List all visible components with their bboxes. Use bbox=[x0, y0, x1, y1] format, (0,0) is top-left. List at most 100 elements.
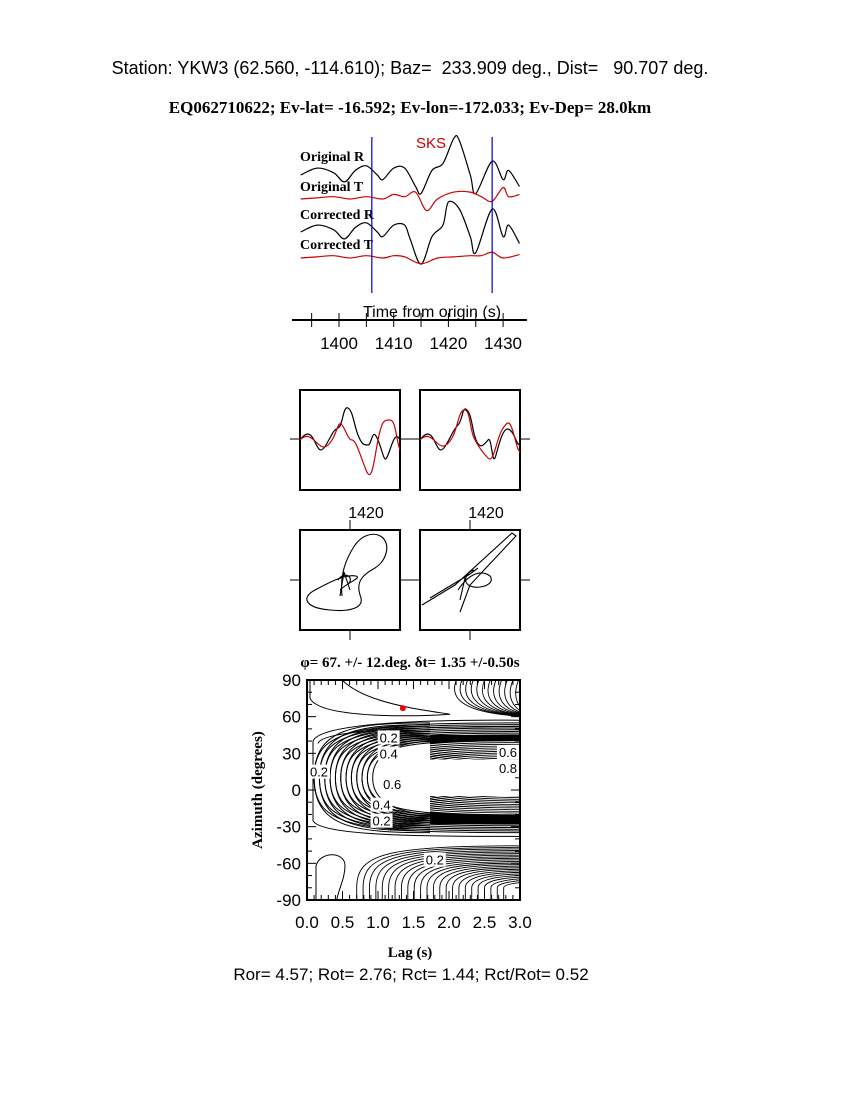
contour-line bbox=[309, 680, 451, 717]
contour-line bbox=[477, 875, 520, 900]
time-tick-label: 1430 bbox=[484, 334, 522, 353]
contour-line bbox=[372, 741, 431, 815]
radial-window-trace bbox=[299, 407, 401, 460]
contour-line bbox=[515, 680, 520, 708]
contour-line bbox=[458, 870, 520, 900]
contour-line bbox=[487, 680, 520, 715]
contour-line bbox=[490, 878, 520, 900]
y-tick-label: 0 bbox=[292, 781, 301, 800]
contour-label: 0.2 bbox=[373, 814, 391, 829]
contour-line bbox=[452, 868, 520, 900]
contour-line bbox=[482, 680, 520, 715]
contour-line bbox=[375, 850, 520, 900]
contour-label-background bbox=[377, 746, 400, 761]
contour-label-background bbox=[423, 852, 446, 867]
x-tick-label: 0.0 bbox=[295, 913, 319, 932]
contour-line bbox=[439, 865, 520, 900]
contour-line bbox=[441, 763, 520, 793]
time-tick-label: 1400 bbox=[320, 334, 358, 353]
contour-label: 0.2 bbox=[426, 853, 444, 868]
contour-label: 0.2 bbox=[310, 765, 328, 780]
time-axis-label: Time from origin (s) bbox=[363, 304, 501, 321]
x-axis-label: Lag (s) bbox=[388, 945, 433, 961]
contour-label: 0.4 bbox=[380, 746, 398, 761]
tick-label: 1420 bbox=[468, 505, 504, 522]
contour-label-background bbox=[497, 745, 519, 760]
contour-line bbox=[509, 680, 520, 711]
contour-line bbox=[498, 680, 520, 714]
contour-line bbox=[409, 753, 520, 803]
contour-line bbox=[317, 725, 520, 744]
trace-label: Original T bbox=[300, 180, 364, 195]
particle-motion-corrected bbox=[410, 520, 530, 640]
x-tick-label: 1.0 bbox=[366, 913, 390, 932]
contour-line bbox=[426, 862, 520, 900]
trace-label: Original R bbox=[300, 150, 365, 165]
contour-line bbox=[521, 670, 530, 712]
radial-window-trace bbox=[419, 408, 521, 460]
contour-line bbox=[366, 739, 431, 817]
contour-label: 0.6 bbox=[499, 745, 517, 760]
contour-label-background bbox=[377, 730, 400, 745]
trace-label: Corrected R bbox=[300, 208, 375, 223]
station-info: Station: YKW3 (62.560, -114.610); Baz= 2… bbox=[111, 58, 709, 78]
transverse-window-trace bbox=[299, 419, 401, 476]
time-tick-label: 1420 bbox=[429, 334, 467, 353]
trace-original-r bbox=[300, 135, 521, 195]
y-axis-label: Azimuth (degrees) bbox=[250, 731, 266, 849]
contour-line bbox=[369, 848, 520, 900]
contour-line bbox=[436, 761, 520, 794]
contour-label: 0.8 bbox=[499, 761, 517, 776]
contour-line bbox=[452, 766, 520, 789]
contour-label-background bbox=[381, 776, 404, 791]
contour-line bbox=[388, 853, 520, 900]
tick-label: 1420 bbox=[348, 505, 384, 522]
contour-label: 0.2 bbox=[380, 730, 398, 745]
event-info: EQ062710622; Ev-lat= -16.592; Ev-lon=-17… bbox=[168, 98, 652, 117]
contour-line bbox=[527, 670, 536, 712]
x-tick-label: 3.0 bbox=[508, 913, 532, 932]
contour-line bbox=[493, 680, 520, 714]
contour-line bbox=[496, 880, 520, 900]
trace-corrected-t bbox=[300, 251, 520, 265]
contour-line bbox=[404, 751, 520, 805]
contour-line bbox=[430, 760, 520, 796]
contour-line bbox=[471, 873, 520, 900]
contour-label: 0.4 bbox=[373, 798, 391, 813]
contour-line bbox=[312, 719, 520, 837]
contour-line bbox=[414, 754, 520, 801]
contour-line bbox=[420, 756, 520, 799]
contour-line bbox=[394, 854, 520, 900]
contour-line bbox=[503, 882, 520, 900]
contour-line bbox=[425, 758, 520, 798]
x-tick-label: 0.5 bbox=[331, 913, 355, 932]
splitting-result-title: φ= 67. +/- 12.deg. δt= 1.35 +/-0.50s bbox=[300, 655, 519, 671]
time-tick-label: 1410 bbox=[375, 334, 413, 353]
trace-original-t bbox=[300, 186, 520, 212]
contour-label-background bbox=[497, 761, 519, 776]
phase-label: SKS bbox=[416, 135, 446, 152]
contour-line bbox=[420, 860, 520, 900]
trace-corrected-r bbox=[300, 200, 521, 265]
y-tick-label: -30 bbox=[276, 818, 301, 837]
contour-line bbox=[484, 876, 520, 900]
contour-line bbox=[356, 845, 520, 900]
best-fit-marker bbox=[399, 705, 406, 712]
seismogram-panel: SKS Original R Original T Corrected R Corre… bbox=[292, 135, 527, 353]
y-tick-label: 60 bbox=[282, 708, 301, 727]
x-tick-label: 2.0 bbox=[437, 913, 461, 932]
contour-line bbox=[362, 846, 520, 900]
particle-motion-original bbox=[290, 520, 410, 640]
contour-label-background bbox=[308, 764, 330, 779]
x-tick-label: 1.5 bbox=[402, 913, 426, 932]
trace-label: Corrected T bbox=[300, 238, 374, 253]
contour-line bbox=[315, 854, 346, 900]
contour-line bbox=[504, 680, 520, 713]
transverse-window-trace bbox=[419, 409, 521, 460]
x-tick-label: 2.5 bbox=[473, 913, 497, 932]
particle-motion-path bbox=[306, 533, 388, 612]
contour-line bbox=[464, 871, 520, 900]
contour-line bbox=[361, 737, 431, 818]
contour-label: 0.6 bbox=[383, 777, 401, 792]
